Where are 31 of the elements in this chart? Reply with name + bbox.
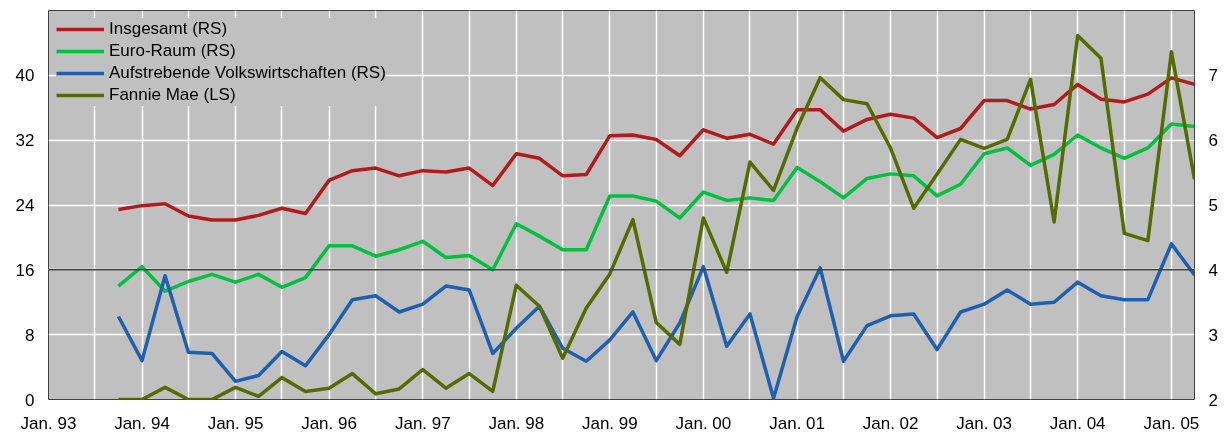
line-series [116, 242, 1195, 400]
x-tick-label: Jan. 01 [769, 413, 826, 433]
y2-tick-label: 3 [1208, 325, 1218, 345]
x-tick-label: Jan. 00 [675, 413, 732, 433]
legend-label: Fannie Mae (LS) [109, 84, 236, 106]
y2-tick-label: 7 [1208, 66, 1218, 86]
x-tick-label: Jan. 97 [394, 413, 451, 433]
y-tick-label: 0 [25, 390, 35, 410]
legend-label: Euro-Raum (RS) [109, 40, 236, 62]
y2-tick-label: 5 [1208, 196, 1218, 215]
y2-tick-label: 4 [1208, 260, 1218, 280]
line-series [116, 122, 1195, 293]
x-tick-label: Jan. 03 [956, 413, 1013, 433]
x-tick-label: Jan. 02 [862, 413, 919, 433]
x-tick-label: Jan. 94 [114, 413, 170, 433]
x-tick-label: Jan. 04 [1049, 413, 1106, 433]
x-tick-label: Jan. 93 [20, 413, 77, 433]
x-tick-label: Jan. 98 [488, 413, 545, 433]
legend-label: Aufstrebende Volkswirtschaften (RS) [109, 62, 386, 84]
x-tick-label: Jan. 99 [581, 413, 638, 433]
x-tick-label: Jan. 96 [301, 413, 357, 433]
y-tick-label: 24 [15, 196, 35, 215]
y-tick-label: 32 [15, 131, 35, 151]
y2-tick-label: 6 [1208, 131, 1218, 151]
y-tick-label: 40 [15, 66, 35, 86]
x-tick-label: Jan. 05 [1143, 413, 1200, 433]
y2-tick-label: 2 [1208, 390, 1218, 410]
y-tick-label: 8 [25, 325, 35, 345]
y-tick-label: 16 [15, 260, 35, 280]
x-tick-label: Jan. 95 [207, 413, 264, 433]
legend-label: Insgesamt (RS) [109, 18, 228, 40]
